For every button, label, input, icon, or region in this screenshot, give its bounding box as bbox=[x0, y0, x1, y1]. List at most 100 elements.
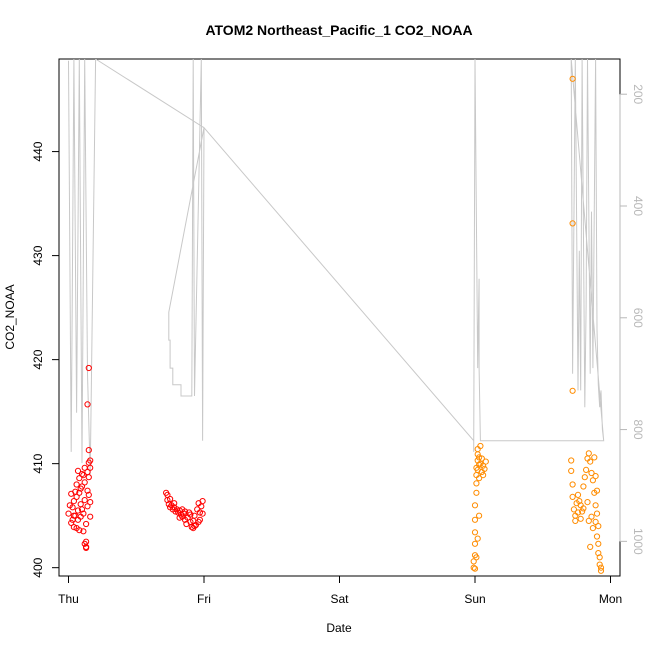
data-point bbox=[78, 506, 86, 513]
data-point bbox=[77, 485, 84, 492]
data-point bbox=[68, 519, 75, 527]
data-point bbox=[474, 451, 481, 458]
data-point bbox=[85, 474, 92, 481]
data-point bbox=[76, 527, 83, 534]
data-point bbox=[69, 516, 76, 523]
data-point bbox=[196, 509, 203, 516]
data-point bbox=[187, 511, 194, 518]
data-point bbox=[588, 513, 595, 520]
y-tick-label: 400 bbox=[31, 557, 45, 577]
x-tick-label: Sun bbox=[464, 592, 485, 606]
data-point bbox=[583, 466, 590, 473]
data-point bbox=[70, 524, 78, 531]
data-point bbox=[585, 450, 592, 457]
data-point bbox=[592, 473, 599, 480]
data-point bbox=[473, 480, 480, 487]
data-point bbox=[596, 561, 603, 568]
y2-tick-label: 800 bbox=[631, 420, 645, 440]
x-tick-label: Sat bbox=[330, 592, 349, 606]
y2-tick-label: 400 bbox=[631, 196, 645, 216]
data-point bbox=[471, 565, 479, 572]
data-point bbox=[84, 401, 91, 408]
plot-frame bbox=[58, 58, 621, 577]
x-axis-label: Date bbox=[326, 621, 352, 635]
data-point bbox=[74, 467, 82, 474]
data-point bbox=[595, 550, 602, 557]
data-point bbox=[592, 502, 599, 509]
data-point bbox=[471, 540, 479, 547]
data-point bbox=[65, 510, 72, 517]
data-point bbox=[478, 455, 485, 462]
data-point bbox=[85, 491, 92, 498]
data-point bbox=[593, 533, 601, 540]
data-point bbox=[569, 387, 576, 394]
data-point bbox=[84, 503, 91, 510]
data-point bbox=[85, 364, 92, 372]
data-point bbox=[191, 512, 198, 519]
y2-tick-label: 200 bbox=[631, 84, 645, 104]
data-point bbox=[83, 543, 90, 551]
data-point bbox=[577, 515, 584, 522]
data-point bbox=[592, 518, 599, 526]
data-point bbox=[584, 499, 591, 506]
data-point bbox=[596, 554, 603, 561]
data-point bbox=[572, 517, 579, 525]
data-point bbox=[580, 483, 587, 490]
data-point bbox=[473, 489, 480, 496]
y-axis-label: CO2_NOAA bbox=[3, 284, 17, 349]
data-point bbox=[579, 508, 586, 515]
data-point bbox=[70, 512, 78, 519]
data-point bbox=[591, 454, 598, 461]
data-point bbox=[80, 528, 87, 535]
data-point bbox=[199, 498, 206, 505]
altitude-line-layer bbox=[68, 59, 605, 475]
data-points-layer bbox=[65, 75, 605, 574]
data-point bbox=[574, 509, 582, 516]
data-point bbox=[477, 442, 484, 450]
data-point bbox=[569, 493, 576, 500]
data-point bbox=[570, 506, 578, 513]
data-point bbox=[576, 498, 583, 505]
data-point bbox=[569, 481, 576, 488]
data-point bbox=[470, 564, 477, 571]
data-point bbox=[164, 491, 171, 498]
data-point bbox=[481, 465, 488, 472]
data-point bbox=[593, 510, 601, 517]
chart-title: ATOM2 Northeast_Pacific_1 CO2_NOAA bbox=[205, 22, 472, 38]
data-point bbox=[480, 472, 487, 479]
data-point bbox=[589, 525, 597, 532]
data-point bbox=[69, 504, 76, 511]
data-point bbox=[587, 543, 594, 551]
y-tick-label: 440 bbox=[31, 141, 45, 161]
data-point bbox=[81, 497, 88, 504]
data-point bbox=[176, 514, 183, 521]
data-point bbox=[568, 467, 575, 474]
axes-layer: Thu Fri Sat Sun Mon 400 410 420 430 440 200 400 600 8… bbox=[31, 84, 645, 606]
data-point bbox=[78, 471, 86, 478]
data-point bbox=[179, 506, 186, 513]
data-point bbox=[70, 498, 78, 505]
data-point bbox=[589, 477, 597, 484]
data-point bbox=[471, 529, 479, 536]
data-point bbox=[581, 474, 588, 481]
data-point bbox=[569, 75, 576, 82]
data-point bbox=[568, 457, 575, 464]
data-point bbox=[87, 499, 94, 506]
y-tick-label: 410 bbox=[31, 453, 45, 473]
data-point bbox=[597, 564, 605, 571]
y-tick-label: 420 bbox=[31, 349, 45, 369]
data-point bbox=[597, 567, 605, 574]
x-tick-label: Fri bbox=[197, 592, 211, 606]
data-point bbox=[190, 525, 197, 532]
plot-area bbox=[58, 58, 621, 577]
data-point bbox=[580, 505, 587, 512]
data-point bbox=[476, 475, 483, 482]
data-point bbox=[171, 500, 178, 507]
data-point bbox=[585, 517, 592, 525]
data-point bbox=[73, 481, 80, 488]
data-point bbox=[85, 447, 92, 454]
y2-tick-label: 600 bbox=[631, 308, 645, 328]
data-point bbox=[81, 479, 88, 486]
data-point bbox=[80, 510, 87, 517]
